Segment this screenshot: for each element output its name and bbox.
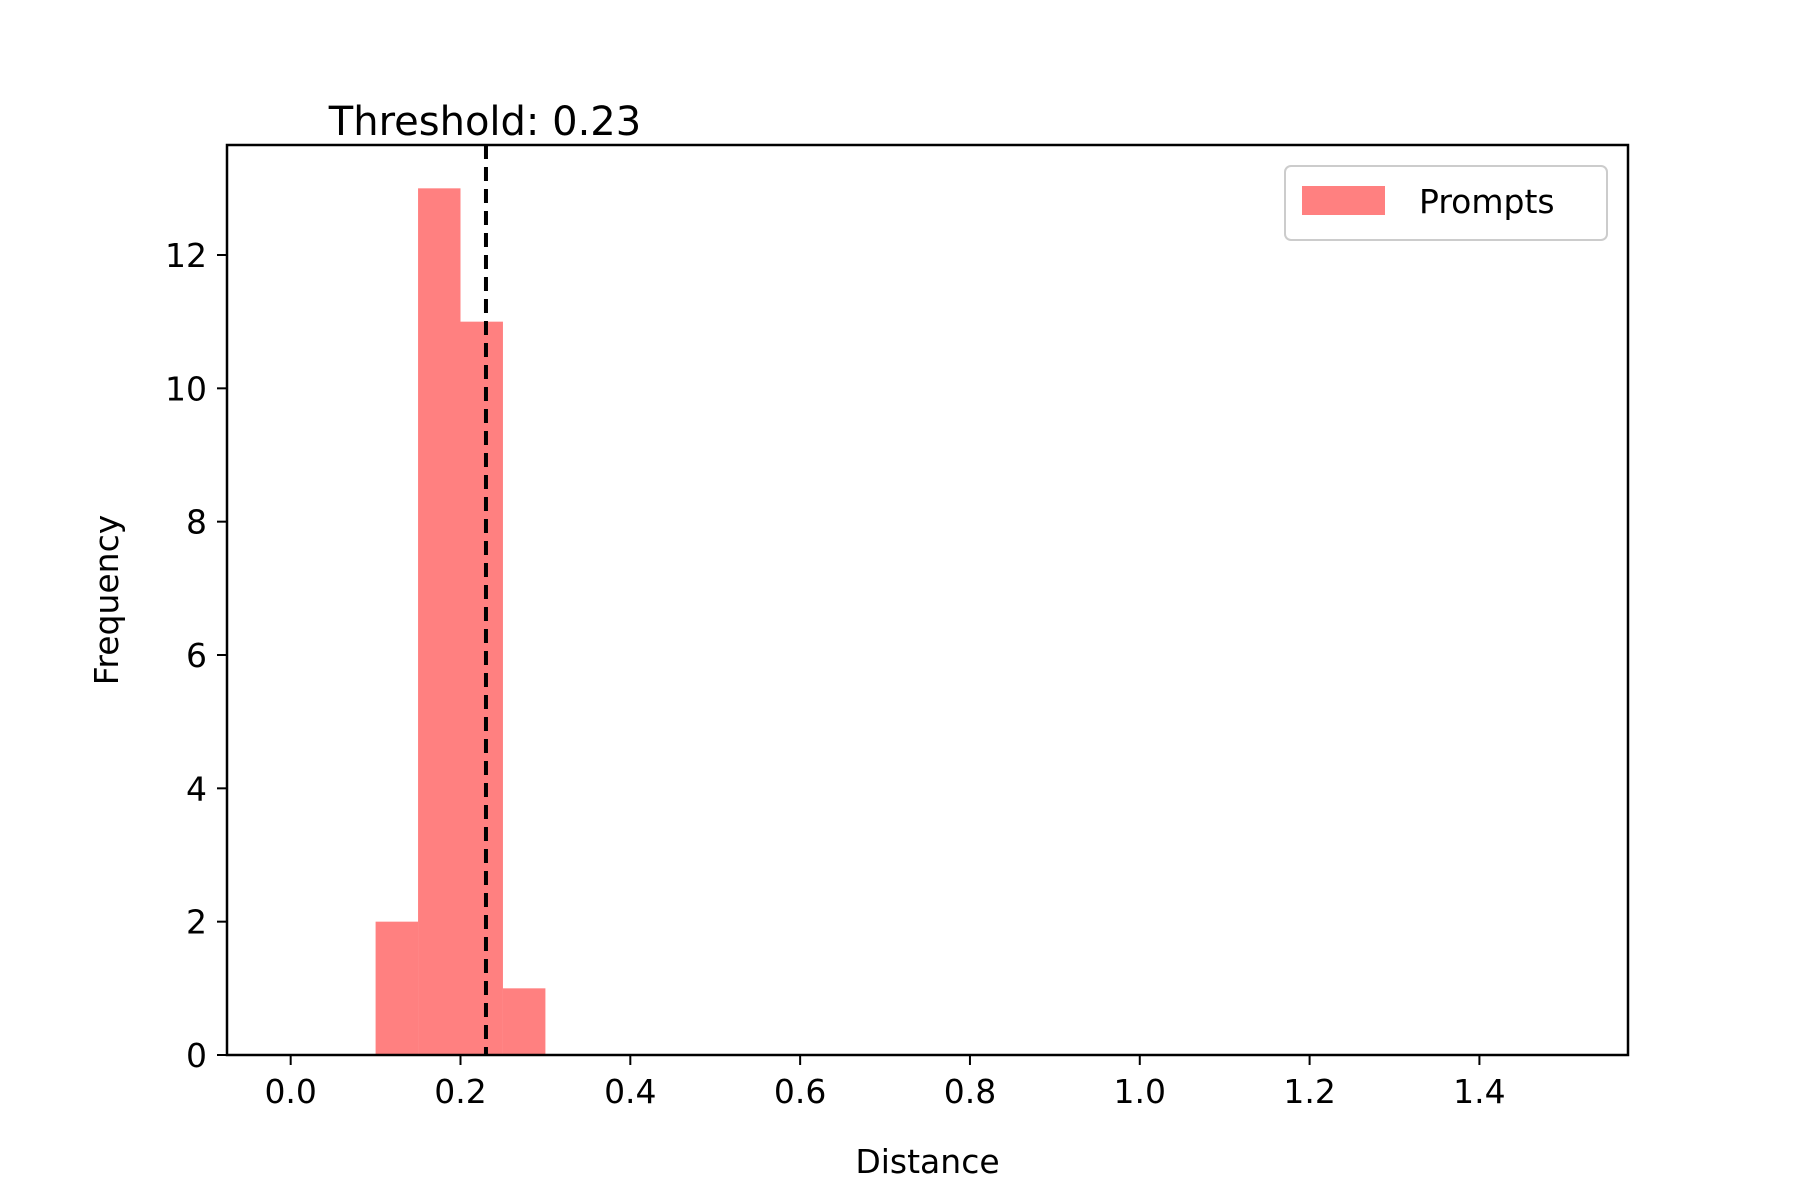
axes-layer (225, 143, 1630, 1057)
plot-frame (225, 143, 1630, 1057)
ticks-layer: 0.0 0.2 0.4 0.6 0.8 1.0 1.2 1.4 0 2 4 6 8 10 12 (165, 236, 1506, 1111)
x-tick-label: 1.4 (1453, 1072, 1505, 1111)
x-axis-label: Distance (855, 1142, 999, 1181)
y-tick-label: 0 (186, 1036, 207, 1075)
x-tick-label: 0.4 (604, 1072, 656, 1111)
x-tick-label: 1.0 (1114, 1072, 1166, 1111)
legend-box (1284, 165, 1608, 241)
legend-label-prompts: Prompts (1419, 182, 1555, 221)
x-tick-label: 0.6 (774, 1072, 826, 1111)
y-tick-label: 8 (186, 503, 207, 542)
x-tick-label: 0.0 (264, 1072, 316, 1111)
y-tick-label: 10 (165, 369, 207, 408)
bars-layer (375, 188, 546, 1056)
x-tick-label: 0.2 (434, 1072, 486, 1111)
legend: Prompts (1284, 165, 1608, 241)
chart-title: Threshold: 0.23 (328, 99, 641, 145)
y-tick-label: 6 (186, 636, 207, 675)
legend-swatch (1302, 186, 1385, 215)
histogram-bar-3 (502, 988, 546, 1055)
histogram-bar-1 (418, 188, 461, 1056)
y-tick-label: 4 (186, 769, 207, 808)
y-tick-label: 12 (165, 236, 207, 275)
histogram-bar-0 (375, 921, 419, 1055)
x-tick-label: 0.8 (944, 1072, 996, 1111)
x-tick-label: 1.2 (1283, 1072, 1335, 1111)
histogram-bar-2 (460, 321, 503, 1056)
y-tick-label: 2 (186, 903, 207, 942)
y-axis-label: Frequency (87, 515, 126, 685)
